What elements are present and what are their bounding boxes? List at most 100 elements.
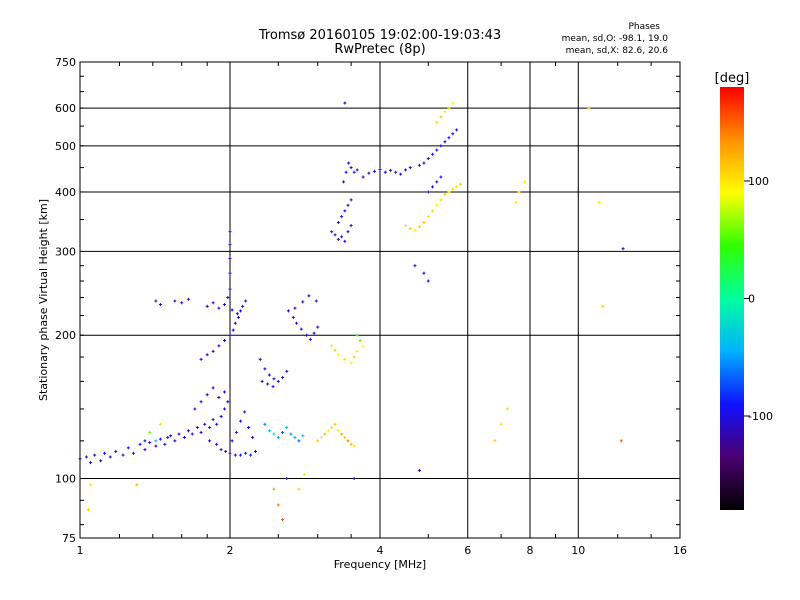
data-point xyxy=(426,190,430,194)
data-point xyxy=(285,477,289,481)
data-point xyxy=(148,441,152,445)
data-point xyxy=(326,429,330,433)
data-points xyxy=(78,101,625,522)
data-point xyxy=(208,425,212,429)
data-point xyxy=(355,168,359,172)
data-point xyxy=(361,175,365,179)
data-point xyxy=(431,152,435,156)
data-point xyxy=(297,487,301,491)
data-point xyxy=(352,477,356,481)
data-point xyxy=(408,227,412,231)
data-point xyxy=(239,309,243,313)
data-point xyxy=(621,247,625,251)
data-point xyxy=(211,418,215,422)
data-point xyxy=(199,430,203,434)
colorbar xyxy=(720,87,744,510)
x-axis-label: Frequency [MHz] xyxy=(334,558,426,571)
x-tick-label: 8 xyxy=(527,544,534,557)
data-point xyxy=(241,304,245,308)
data-point xyxy=(431,185,435,189)
data-point xyxy=(347,161,351,165)
data-point xyxy=(336,237,340,241)
data-point xyxy=(373,169,377,173)
data-point xyxy=(447,190,451,194)
data-point xyxy=(84,455,88,459)
data-point xyxy=(233,321,237,325)
data-point xyxy=(177,432,181,436)
data-point xyxy=(394,170,398,174)
data-point xyxy=(267,373,271,377)
y-tick-label: 400 xyxy=(55,186,76,199)
chart-subtitle: RwPretec (8p) xyxy=(334,42,425,57)
data-point xyxy=(346,203,350,207)
y-tick-labels: 75 100 200 300 400 500 600 750 xyxy=(55,56,76,545)
data-point xyxy=(435,203,439,207)
data-point xyxy=(308,337,312,341)
data-point xyxy=(281,430,285,434)
colorbar-label: [deg] xyxy=(715,71,750,86)
data-point xyxy=(208,439,212,443)
data-point xyxy=(253,449,257,453)
data-point xyxy=(403,224,407,228)
data-point xyxy=(352,444,356,448)
data-point xyxy=(258,357,262,361)
data-point xyxy=(346,439,350,443)
data-point xyxy=(217,395,221,399)
colorbar-tick-label: -100 xyxy=(748,410,773,423)
y-tick-label: 100 xyxy=(55,473,76,486)
data-point xyxy=(330,344,334,348)
data-point xyxy=(291,315,295,319)
data-point xyxy=(121,453,125,457)
data-point xyxy=(601,304,605,308)
data-point xyxy=(228,333,232,337)
data-point xyxy=(312,331,316,335)
data-point xyxy=(203,422,207,426)
plot-frame xyxy=(79,61,681,539)
data-point xyxy=(169,434,173,438)
data-point xyxy=(408,166,412,170)
data-point xyxy=(499,422,503,426)
x-tick-label: 4 xyxy=(377,544,384,557)
data-point xyxy=(276,503,280,507)
data-point xyxy=(228,243,232,247)
data-point xyxy=(158,303,162,307)
data-point xyxy=(199,357,203,361)
data-point xyxy=(215,422,219,426)
data-point xyxy=(343,101,347,105)
data-point xyxy=(276,435,280,439)
data-point xyxy=(383,170,387,174)
data-point xyxy=(285,369,289,373)
chart-title: Tromsø 20160105 19:02:00-19:03:43 xyxy=(258,28,501,43)
data-point xyxy=(361,344,365,348)
data-point xyxy=(422,271,426,275)
data-point xyxy=(230,439,234,443)
y-tick-label: 500 xyxy=(55,140,76,153)
data-point xyxy=(417,468,421,472)
data-point xyxy=(199,400,203,404)
data-point xyxy=(114,449,118,453)
data-point xyxy=(219,448,223,452)
data-point xyxy=(158,437,162,441)
data-point xyxy=(223,338,227,342)
data-point xyxy=(523,180,527,184)
data-point xyxy=(439,115,443,119)
data-point xyxy=(180,301,184,305)
data-point xyxy=(272,432,276,436)
data-point xyxy=(330,425,334,429)
data-point xyxy=(286,309,290,313)
data-point xyxy=(193,407,197,411)
x-tick-label: 2 xyxy=(227,544,234,557)
data-point xyxy=(295,321,299,325)
data-point xyxy=(352,355,356,359)
data-point xyxy=(302,472,306,476)
data-point xyxy=(108,455,112,459)
data-point xyxy=(148,430,152,434)
data-point xyxy=(349,361,353,365)
data-point xyxy=(439,198,443,202)
data-point xyxy=(431,209,435,213)
stats-x-line: mean, sd,X: 82.6, 20.6 xyxy=(566,46,669,56)
colorbar-ticks: 100 0 -100 xyxy=(744,175,773,423)
data-point xyxy=(439,175,443,179)
y-axis-label: Stationary phase Virtual Height [km] xyxy=(37,199,50,401)
data-point xyxy=(266,382,270,386)
